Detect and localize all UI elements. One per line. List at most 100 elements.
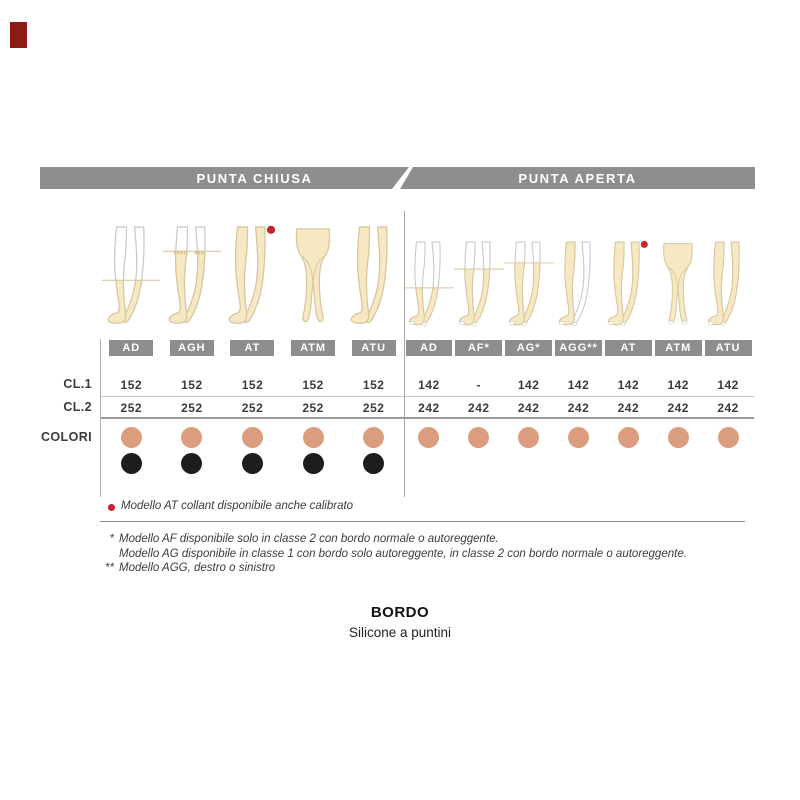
color-dot-black (241, 452, 263, 474)
beige-dot-cell-ad (404, 426, 454, 448)
leg-cell-agg (554, 210, 604, 334)
cl2-separator-line (101, 417, 754, 419)
red-dot-footnote-text: Modello AT collant disponibile anche cal… (121, 500, 354, 512)
cl2-cell-ag: 242 (504, 399, 554, 416)
cl1-cell-ag: 142 (504, 375, 554, 395)
black-dot-cell-agh (162, 452, 223, 474)
badge-cell-atu: ATU (703, 339, 753, 356)
cl2-cell-ad: 252 (101, 399, 162, 416)
leg-illustration-single-leg (558, 241, 591, 326)
beige-dot-cell-ad (101, 426, 162, 448)
cl1-separator-line (101, 396, 754, 397)
beige-dot-cell-atu (703, 426, 753, 448)
cl1-cell-ad: 142 (404, 375, 454, 395)
beige-dot-cell-af (454, 426, 504, 448)
cl2-value: 252 (181, 400, 203, 415)
model-badge-agh: AGH (169, 339, 214, 356)
legs-row-closed (101, 210, 404, 334)
leg-illustration-thigh (503, 241, 554, 326)
leg-cell-ad (101, 210, 162, 334)
leg-cell-ad (404, 210, 454, 334)
leg-cell-atu (703, 210, 753, 334)
footnote-star2: ** Modello AGG, destro o sinistro (101, 561, 761, 576)
beige-dot-cell-atm (653, 426, 703, 448)
footnote-star1: * Modello AF disponibile solo in classe … (101, 532, 761, 547)
cl2-value: 242 (717, 400, 739, 415)
star1-marker: * (109, 533, 114, 545)
leg-illustration-front (663, 243, 694, 325)
footnote-star1-cont-text: Modello AG disponibile in classe 1 con b… (119, 547, 687, 560)
brand-mark (10, 22, 27, 48)
cl1-cell-agg: 142 (554, 375, 604, 395)
red-bullet-icon (108, 504, 115, 511)
cl1-value: 152 (120, 378, 143, 392)
cl2-cell-af: 242 (454, 399, 504, 416)
beige-dot-cell-atu (343, 426, 404, 448)
model-badge-atu: ATU (704, 339, 752, 356)
row-label-colori: COLORI (40, 430, 92, 444)
beige-dot-cell-at (222, 426, 283, 448)
beige-dot-cell-atm (283, 426, 344, 448)
cl1-value: 142 (667, 378, 689, 392)
red-dot-footnote: Modello AT collant disponibile anche cal… (108, 500, 353, 512)
cl1-value: - (476, 378, 482, 392)
cl1-value: 142 (517, 378, 540, 392)
table-left-border-line (100, 339, 101, 497)
cl2-cell-agg: 242 (554, 399, 604, 416)
cl2-values-open: 242 242 242 242 242 242 242 (404, 399, 753, 416)
cl1-values-closed: 152 152 152 152 152 (101, 375, 404, 395)
color-dot-beige (418, 426, 440, 448)
model-badge-atm: ATM (291, 339, 336, 356)
beige-dot-cell-agg (554, 426, 604, 448)
model-badges-open: AD AF* AG* AGG** AT ATM ATU (404, 339, 753, 356)
color-dot-black (302, 452, 324, 474)
cl1-value: 152 (362, 378, 385, 392)
header-punta-chiusa: PUNTA CHIUSA (40, 167, 409, 189)
leg-illustration-knee (102, 226, 161, 324)
leg-cell-atu (343, 210, 404, 334)
model-badge-agg: AGG** (555, 339, 602, 356)
footnote-divider-line (100, 521, 745, 522)
badge-cell-ad: AD (101, 339, 162, 356)
cl1-value: 142 (418, 378, 440, 392)
cl2-cell-atu: 242 (703, 399, 753, 416)
cl2-value: 252 (302, 400, 324, 415)
row-label-cl1: CL.1 (63, 377, 92, 391)
cl2-value: 242 (567, 400, 590, 415)
badge-cell-af: AF* (454, 339, 504, 356)
color-dot-beige (302, 426, 324, 448)
black-dots-open (404, 452, 753, 474)
cl1-cell-atu: 152 (343, 375, 404, 395)
cl2-cell-ad: 242 (404, 399, 454, 416)
badge-cell-atm: ATM (283, 339, 344, 356)
color-dot-black (363, 452, 385, 474)
legs-row-open (404, 210, 753, 334)
cl1-cell-agh: 152 (162, 375, 223, 395)
leg-illustration-knee (404, 241, 454, 326)
leg-illustration-front (295, 228, 331, 323)
black-dot-cell-atu (703, 452, 753, 474)
badge-cell-atu: ATU (343, 339, 404, 356)
leg-illustration-full-reddot (608, 240, 649, 326)
cl2-value: 252 (362, 400, 385, 415)
bordo-subtitle: Silicone a puntini (348, 625, 452, 640)
cl2-value: 252 (241, 400, 264, 415)
cl2-cell-atm: 252 (283, 399, 344, 416)
badge-cell-atm: ATM (653, 339, 703, 356)
row-label-cl2: CL.2 (63, 400, 92, 414)
color-dot-beige (120, 426, 142, 448)
leg-illustration-thigh-low (453, 241, 504, 326)
color-dot-black (120, 452, 142, 474)
model-badge-atm: ATM (654, 339, 702, 356)
leg-illustration-full (707, 241, 740, 326)
color-dot-beige (717, 426, 739, 448)
model-badge-ag: AG* (505, 339, 553, 356)
model-badge-ad: AD (109, 339, 154, 356)
black-dot-cell-ad (404, 452, 454, 474)
cl1-cell-atm: 152 (283, 375, 344, 395)
header-punta-aperta: PUNTA APERTA (400, 167, 755, 189)
cl1-value: 152 (241, 378, 264, 392)
cl2-value: 242 (517, 400, 540, 415)
cl2-value: 242 (468, 400, 490, 415)
cl1-value: 152 (181, 378, 203, 392)
